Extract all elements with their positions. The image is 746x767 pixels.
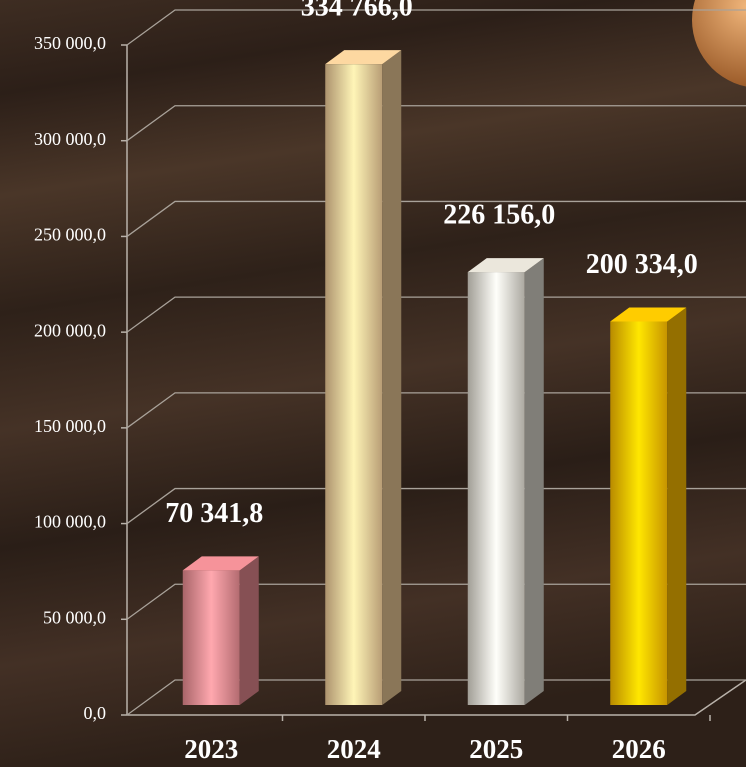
bar-side xyxy=(524,258,544,705)
data-label: 226 156,0 xyxy=(443,199,555,230)
x-tick-label: 2025 xyxy=(469,734,523,764)
grid-line xyxy=(126,9,746,46)
bar-top xyxy=(467,258,544,273)
data-label: 200 334,0 xyxy=(586,249,698,280)
y-tick-label: 350 000,0 xyxy=(34,33,106,53)
bar-top xyxy=(182,556,259,571)
y-tick-label: 300 000,0 xyxy=(34,129,106,149)
grid-line xyxy=(126,583,746,620)
data-label: 334 766,0 xyxy=(301,0,413,23)
x-tick-label: 2026 xyxy=(612,734,666,764)
grid-line xyxy=(126,296,746,333)
bar-front xyxy=(325,64,383,705)
bar xyxy=(467,258,544,705)
bar xyxy=(182,556,259,705)
data-label: 70 341,8 xyxy=(165,498,263,529)
bar-front xyxy=(610,321,668,705)
decoration xyxy=(692,0,746,87)
bar-front xyxy=(467,272,525,705)
y-tick-label: 0,0 xyxy=(84,703,107,723)
y-tick-label: 50 000,0 xyxy=(43,607,106,627)
bar-side xyxy=(239,556,259,705)
y-tick-label: 100 000,0 xyxy=(34,512,106,532)
grid-line xyxy=(126,487,746,525)
grid-line xyxy=(126,105,746,142)
bar xyxy=(610,307,687,705)
grid-line xyxy=(126,200,746,237)
y-tick-label: 200 000,0 xyxy=(34,320,106,340)
x-tick-label: 2024 xyxy=(327,734,381,764)
bar-side xyxy=(382,50,402,705)
bar-top xyxy=(610,307,687,322)
bar-front xyxy=(182,570,240,705)
bar xyxy=(325,50,402,705)
bar-top xyxy=(325,50,402,65)
y-tick-label: 150 000,0 xyxy=(34,416,106,436)
y-tick-label: 250 000,0 xyxy=(34,225,106,245)
axes xyxy=(126,45,746,716)
grid-line xyxy=(126,392,746,429)
grid-line xyxy=(126,679,746,716)
bar-side xyxy=(667,307,687,705)
x-tick-label: 2023 xyxy=(184,734,238,764)
